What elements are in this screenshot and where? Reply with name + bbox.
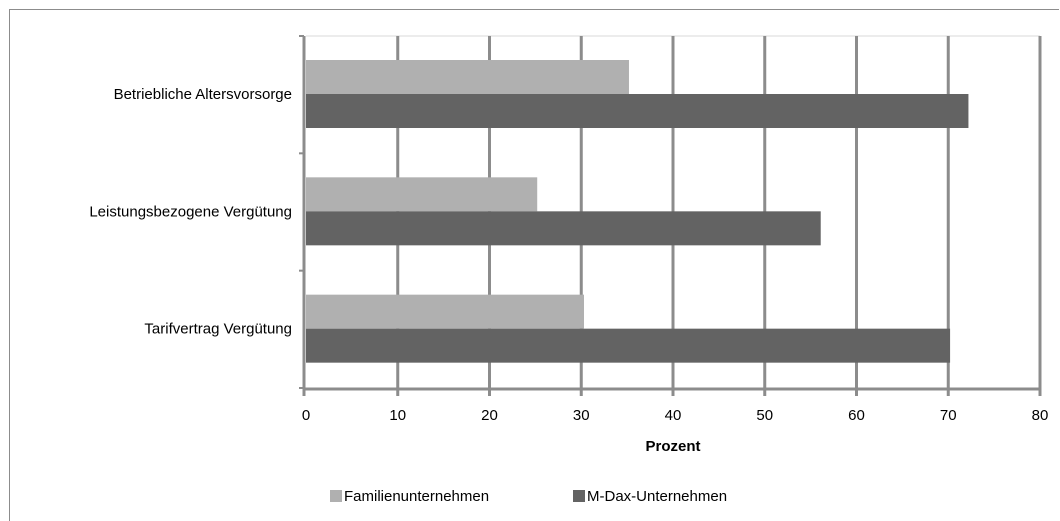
legend: Familienunternehmen M-Dax-Unternehmen: [330, 488, 727, 505]
bar-m-dax-unternehmen-1: [306, 211, 821, 246]
bar-m-dax-unternehmen-0: [306, 94, 969, 128]
x-tick-label-50: 50: [756, 407, 773, 424]
x-axis-title: Prozent: [645, 438, 700, 455]
bar-familienunternehmen-1: [306, 177, 538, 212]
bar-familienunternehmen-2: [306, 294, 585, 329]
x-tick-label-10: 10: [389, 407, 406, 424]
x-tick-label-80: 80: [1032, 407, 1049, 424]
category-label-1: Leistungsbezogene Vergütung: [89, 203, 292, 220]
bars: [306, 60, 969, 363]
x-tick-label-20: 20: [481, 407, 498, 424]
legend-item-m-dax-unternehmen-swatch: [573, 490, 585, 502]
legend-item-m-dax-unternehmen-label: M-Dax-Unternehmen: [587, 488, 727, 505]
axes: [299, 35, 1041, 396]
bar-m-dax-unternehmen-2: [306, 328, 951, 363]
category-label-2: Tarifvertrag Vergütung: [144, 321, 292, 338]
labels: 0 10 20 30 40 50 60 70 80 Betriebliche Altersvors…: [89, 86, 1048, 455]
x-tick-label-70: 70: [940, 407, 957, 424]
x-tick-label-30: 30: [573, 407, 590, 424]
bar-familienunternehmen-0: [306, 60, 629, 94]
legend-item-familienunternehmen-label: Familienunternehmen: [344, 488, 489, 505]
x-tick-label-60: 60: [848, 407, 865, 424]
category-label-0: Betriebliche Altersvorsorge: [114, 86, 292, 103]
legend-item-familienunternehmen-swatch: [330, 490, 342, 502]
x-tick-label-40: 40: [665, 407, 682, 424]
x-tick-label-0: 0: [302, 407, 310, 424]
